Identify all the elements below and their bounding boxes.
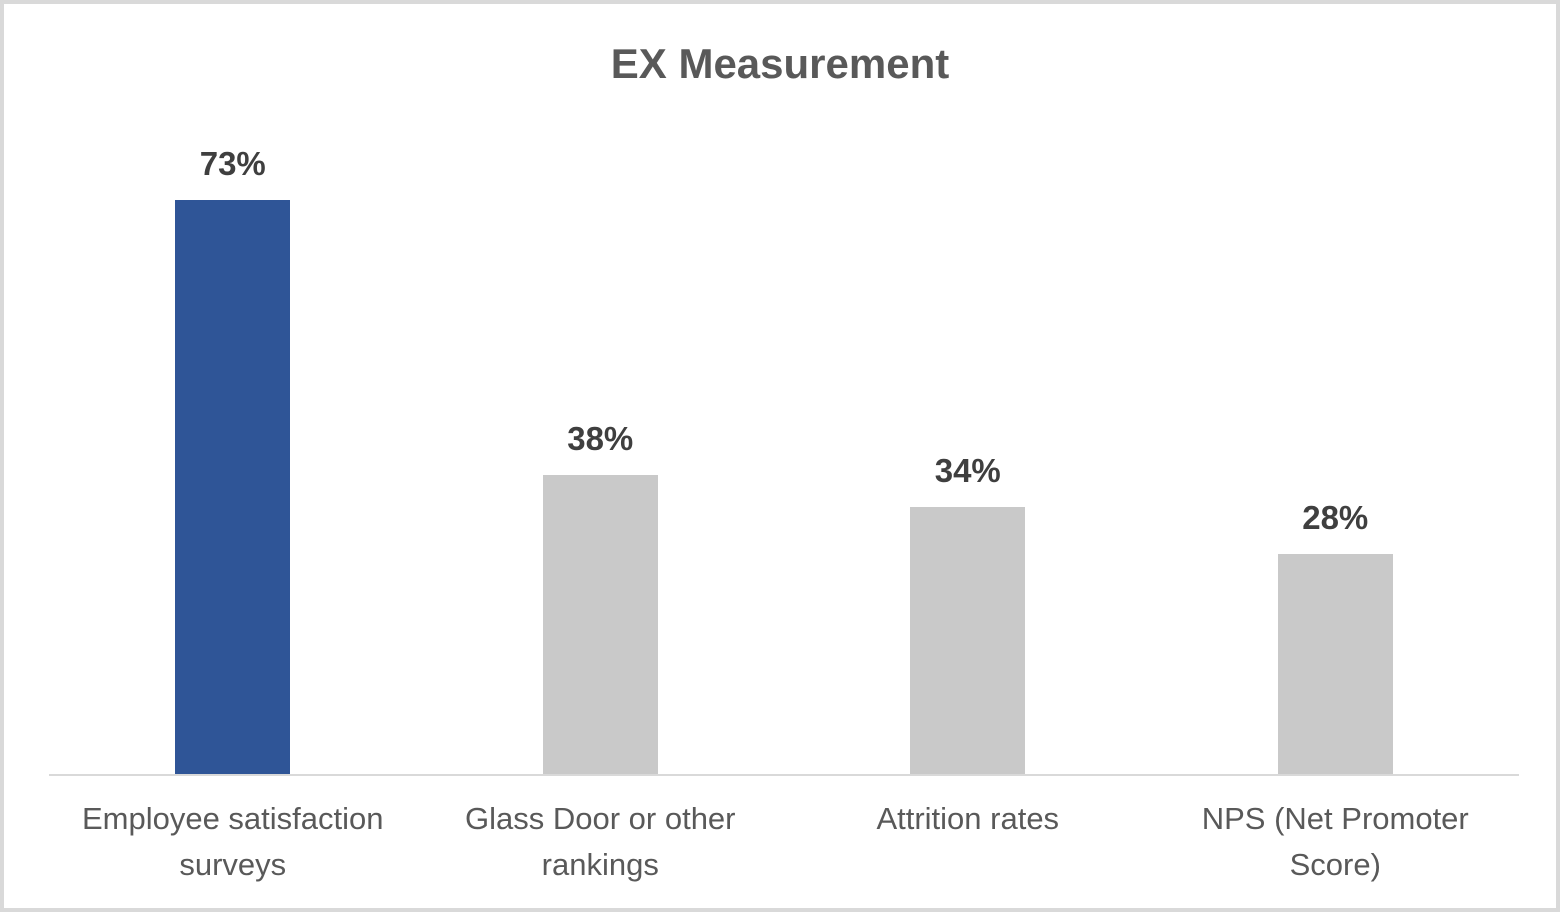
category-axis: Employee satisfaction surveys Glass Door… (49, 796, 1519, 888)
category-label-text: Employee satisfaction surveys (81, 801, 384, 882)
category-label-text: Attrition rates (876, 801, 1060, 836)
bar-employee-satisfaction-surveys (175, 200, 291, 774)
category-label-employee-satisfaction-surveys: Employee satisfaction surveys (49, 796, 417, 888)
category-label-text: Glass Door or other rankings (465, 801, 736, 882)
data-label-glass-door-or-other-rankings: 38% (567, 419, 634, 457)
bar-glass-door-or-other-rankings (542, 475, 658, 774)
category-label-text: NPS (Net Promoter Score) (1201, 801, 1469, 882)
data-label-employee-satisfaction-surveys: 73% (199, 144, 266, 182)
category-label-nps-net-promoter-score: NPS (Net Promoter Score) (1152, 796, 1520, 888)
bar-group-employee-satisfaction-surveys: 73% (49, 4, 417, 774)
bar-group-glass-door-or-other-rankings: 38% (417, 4, 785, 774)
plot-area: 73% 38% 34% 28% (49, 4, 1519, 774)
data-label-nps-net-promoter-score: 28% (1302, 498, 1369, 536)
bar-nps-net-promoter-score (1277, 554, 1393, 774)
category-label-glass-door-or-other-rankings: Glass Door or other rankings (417, 796, 785, 888)
bar-group-nps-net-promoter-score: 28% (1152, 4, 1520, 774)
chart-title: EX Measurement (610, 40, 950, 87)
bar-attrition-rates (910, 507, 1026, 774)
category-label-attrition-rates: Attrition rates (784, 796, 1152, 888)
data-label-attrition-rates: 34% (934, 451, 1001, 489)
bar-group-attrition-rates: 34% (784, 4, 1152, 774)
x-axis-line (49, 774, 1519, 776)
